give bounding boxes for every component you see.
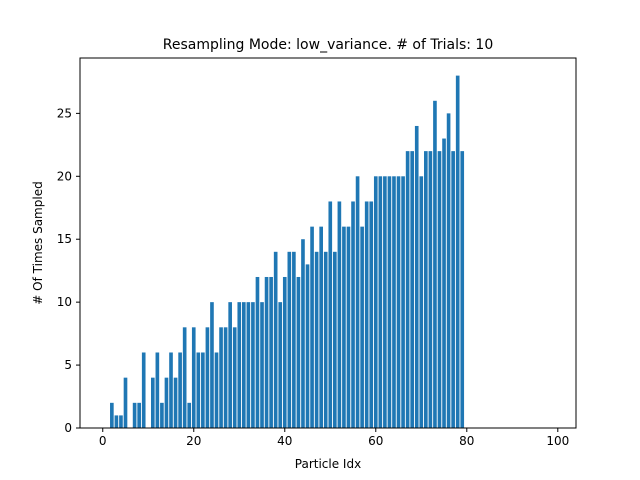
- x-tick-label: 40: [277, 434, 292, 448]
- bar-70: [419, 176, 424, 428]
- bar-71: [424, 151, 428, 428]
- chart-title: Resampling Mode: low_variance. # of Tria…: [163, 37, 494, 53]
- bar-8: [137, 402, 141, 428]
- bar-33: [251, 302, 255, 428]
- bar-43: [296, 276, 301, 428]
- bar-12: [155, 352, 160, 428]
- bar-7: [132, 402, 137, 428]
- bar-78: [455, 75, 460, 429]
- bar-56: [355, 176, 360, 428]
- bar-19: [187, 402, 192, 428]
- bar-28: [228, 302, 232, 428]
- bar-55: [351, 201, 355, 428]
- bar-51: [333, 251, 337, 428]
- y-tick-label: 15: [57, 232, 72, 246]
- bar-73: [433, 100, 437, 428]
- bar-42: [292, 251, 296, 428]
- bar-30: [237, 302, 242, 428]
- bar-29: [232, 327, 237, 428]
- y-tick-label: 0: [64, 421, 72, 435]
- x-tick-label: 20: [186, 434, 201, 448]
- bar-48: [319, 226, 323, 428]
- bar-63: [387, 176, 392, 428]
- bar-38: [273, 251, 278, 428]
- bar-46: [310, 226, 314, 428]
- bar-79: [460, 151, 465, 428]
- y-tick-label: 5: [64, 358, 72, 372]
- bar-17: [178, 352, 182, 428]
- bar-45: [305, 264, 310, 428]
- bar-36: [264, 276, 269, 428]
- bar-64: [392, 176, 396, 428]
- bar-69: [414, 125, 419, 429]
- bar-52: [337, 201, 342, 428]
- bar-65: [396, 176, 401, 428]
- bar-25: [214, 352, 219, 428]
- bar-23: [205, 327, 210, 428]
- bar-60: [373, 176, 378, 428]
- bar-76: [446, 113, 451, 429]
- bar-77: [451, 151, 455, 428]
- bars-group: [110, 75, 465, 429]
- x-tick-label: 100: [546, 434, 569, 448]
- bar-20: [191, 327, 196, 428]
- bar-68: [410, 151, 414, 428]
- bar-59: [369, 201, 374, 428]
- y-tick-label: 25: [57, 106, 72, 120]
- bar-18: [182, 327, 187, 428]
- bar-37: [269, 276, 273, 428]
- bar-27: [223, 327, 228, 428]
- bar-67: [405, 151, 410, 428]
- bar-40: [282, 276, 287, 428]
- y-tick-label: 20: [57, 169, 72, 183]
- bar-58: [364, 201, 369, 428]
- x-tick-label: 0: [99, 434, 107, 448]
- bar-44: [301, 239, 305, 428]
- x-axis-label: Particle Idx: [295, 457, 361, 471]
- bar-57: [360, 226, 364, 428]
- bar-72: [428, 151, 433, 428]
- x-axis-ticks: 0 20 40 60 80 100: [99, 428, 569, 448]
- bar-11: [150, 377, 155, 428]
- y-axis-label: # Of Times Sampled: [31, 181, 45, 304]
- bar-9: [141, 352, 146, 428]
- bar-49: [323, 251, 328, 428]
- bar-34: [255, 276, 260, 428]
- bar-5: [123, 377, 128, 428]
- y-axis-ticks: 0 5 10 15 20 25: [57, 106, 80, 435]
- bar-2: [110, 402, 114, 428]
- bar-54: [346, 226, 351, 428]
- bar-14: [164, 377, 169, 428]
- bar-39: [278, 302, 283, 428]
- bar-3: [114, 415, 119, 428]
- bar-66: [401, 176, 405, 428]
- bar-75: [442, 138, 446, 429]
- bar-32: [246, 302, 251, 428]
- bar-26: [219, 327, 223, 428]
- bar-15: [169, 352, 173, 428]
- y-tick-label: 10: [57, 295, 72, 309]
- x-tick-label: 60: [368, 434, 383, 448]
- bar-50: [328, 201, 333, 428]
- bar-13: [160, 402, 164, 428]
- plot-frame: [79, 57, 577, 429]
- bar-41: [287, 251, 292, 428]
- bar-47: [314, 251, 319, 428]
- x-tick-label: 80: [459, 434, 474, 448]
- bar-22: [201, 352, 205, 428]
- bar-24: [210, 302, 214, 428]
- bar-53: [342, 226, 346, 428]
- bar-62: [383, 176, 387, 428]
- bar-74: [437, 151, 442, 428]
- bar-21: [196, 352, 201, 428]
- bar-16: [173, 377, 178, 428]
- bar-35: [260, 302, 264, 428]
- bar-31: [242, 302, 246, 428]
- bar-61: [378, 176, 383, 428]
- bar-4: [119, 415, 123, 428]
